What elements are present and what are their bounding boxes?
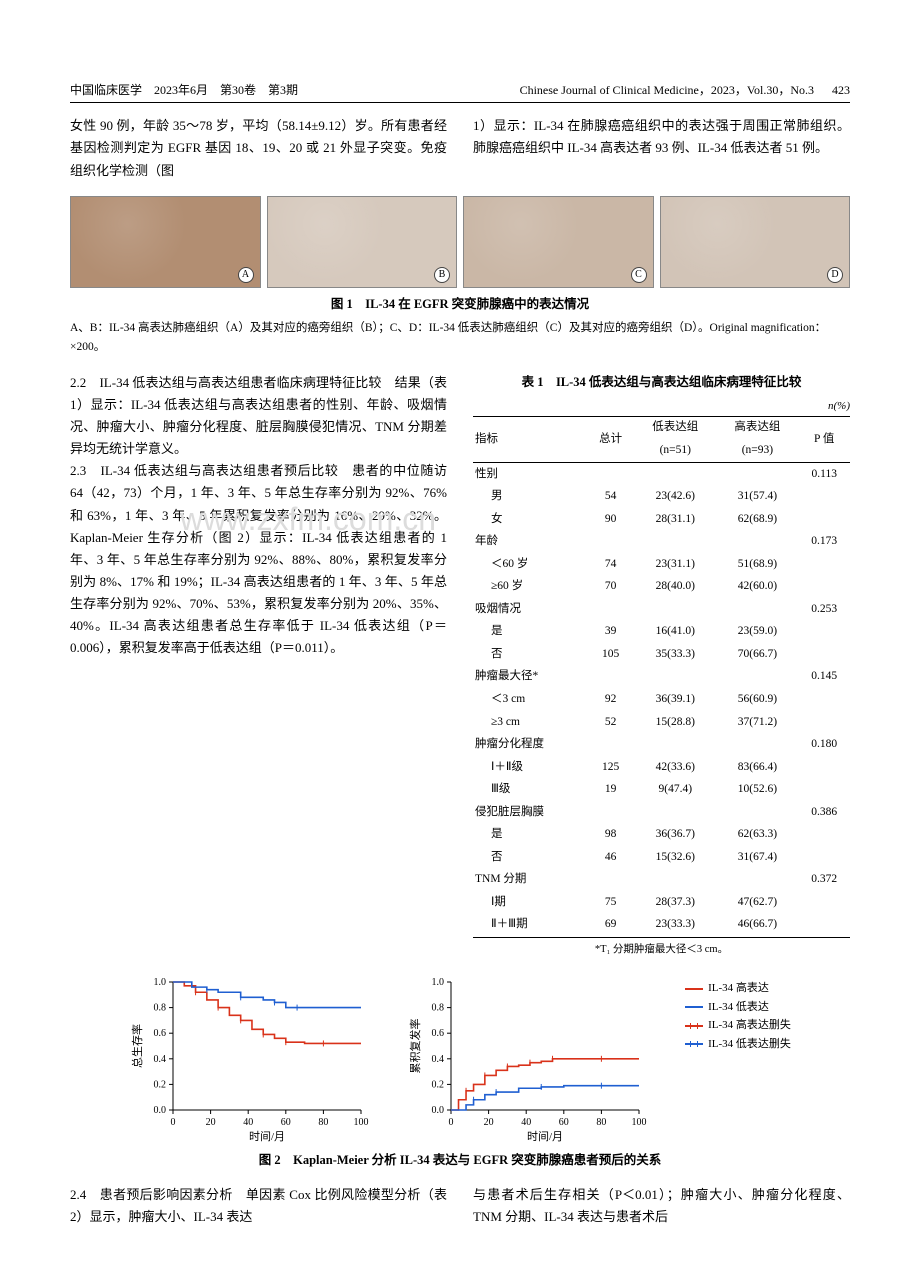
chart-rec-svg: 0.0 0.2 0.4 0.6 0.8 1.0 0 20 40 60 80 100 时间/月 累积复发率 <box>407 974 647 1144</box>
legend-swatch <box>685 1025 703 1027</box>
svg-text:总生存率: 总生存率 <box>130 1024 144 1068</box>
figure2-legend: IL-34 高表达 IL-34 低表达IL-34 高表达删失 IL-34 低表达删失 <box>685 974 791 1054</box>
svg-text:0.8: 0.8 <box>432 1003 445 1014</box>
svg-text:0.2: 0.2 <box>432 1080 445 1091</box>
tissue-image <box>71 197 260 287</box>
panel-label: D <box>827 267 843 283</box>
tissue-image <box>464 197 653 287</box>
sec24-right: 与患者术后生存相关（P＜0.01）；肿瘤大小、肿瘤分化程度、TNM 分期、IL-… <box>473 1184 850 1228</box>
svg-text:1.0: 1.0 <box>154 977 167 988</box>
intro-right: 1）显示：IL-34 在肺腺癌癌组织中的表达强于周围正常肺组织。肺腺癌癌组织中 … <box>473 115 850 159</box>
svg-text:1.0: 1.0 <box>432 977 445 988</box>
svg-text:60: 60 <box>559 1117 569 1128</box>
figure1-desc: A、B：IL-34 高表达肺癌组织（A）及其对应的癌旁组织（B）；C、D：IL-… <box>70 319 850 358</box>
legend-label: IL-34 低表达 <box>708 999 769 1016</box>
svg-text:100: 100 <box>632 1117 647 1128</box>
running-header: 中国临床医学 2023年6月 第30卷 第3期 Chinese Journal … <box>70 80 850 103</box>
sec22-head: 2.2 IL-34 低表达组与高表达组患者临床病理特征比较 <box>70 375 382 390</box>
svg-text:80: 80 <box>596 1117 606 1128</box>
sec23-body: 患者的中位随访 64（42，73）个月，1 年、3 年、5 年总生存率分别为 9… <box>70 463 447 655</box>
legend-swatch <box>685 988 703 990</box>
figure2-charts: 0.0 0.2 0.4 0.6 0.8 1.0 0 20 40 60 80 100 时间/月 总生存率 0… <box>70 974 850 1144</box>
intro-block: 女性 90 例，年龄 35～78 岁，平均（58.14±9.12）岁。所有患者经… <box>70 115 850 181</box>
tissue-image <box>268 197 457 287</box>
figure2-caption: 图 2 Kaplan-Meier 分析 IL-34 表达与 EGFR 突变肺腺癌… <box>70 1150 850 1171</box>
svg-text:0.0: 0.0 <box>154 1105 167 1116</box>
legend-swatch <box>685 1006 703 1008</box>
legend-label: IL-34 低表达删失 <box>708 1036 791 1053</box>
legend-label: IL-34 高表达删失 <box>708 1017 791 1034</box>
panel-label: A <box>238 267 254 283</box>
legend-label: IL-34 高表达 <box>708 980 769 997</box>
svg-text:0.6: 0.6 <box>154 1029 167 1040</box>
svg-text:20: 20 <box>206 1117 216 1128</box>
tissue-panel-D: D <box>660 196 851 288</box>
panel-label: B <box>434 267 450 283</box>
svg-text:0: 0 <box>171 1117 176 1128</box>
svg-text:40: 40 <box>521 1117 531 1128</box>
svg-text:时间/月: 时间/月 <box>527 1130 563 1143</box>
legend-item: IL-34 高表达删失 <box>685 1017 791 1034</box>
legend-item: IL-34 低表达 <box>685 999 791 1016</box>
chart-os: 0.0 0.2 0.4 0.6 0.8 1.0 0 20 40 60 80 100 时间/月 总生存率 <box>129 974 389 1144</box>
table1-unit: n(%) <box>473 397 850 416</box>
svg-text:100: 100 <box>354 1117 369 1128</box>
header-left: 中国临床医学 2023年6月 第30卷 第3期 <box>70 80 298 100</box>
chart-os-svg: 0.0 0.2 0.4 0.6 0.8 1.0 0 20 40 60 80 100 时间/月 总生存率 <box>129 974 369 1144</box>
legend-swatch <box>685 1043 703 1045</box>
legend-item: IL-34 低表达删失 <box>685 1036 791 1053</box>
header-right: Chinese Journal of Clinical Medicine，202… <box>520 80 850 100</box>
intro-left: 女性 90 例，年龄 35～78 岁，平均（58.14±9.12）岁。所有患者经… <box>70 115 447 181</box>
svg-text:0.4: 0.4 <box>154 1054 167 1065</box>
figure1-caption: 图 1 IL-34 在 EGFR 突变肺腺癌中的表达情况 <box>70 294 850 315</box>
tissue-panel-C: C <box>463 196 654 288</box>
tissue-panel-B: B <box>267 196 458 288</box>
table1: 指标 总计 低表达组 高表达组 P 值 (n=51) (n=93) 性别0.11… <box>473 416 850 938</box>
svg-text:0: 0 <box>449 1117 454 1128</box>
svg-text:40: 40 <box>243 1117 253 1128</box>
left-column: 2.2 IL-34 低表达组与高表达组患者临床病理特征比较 结果（表 1）显示：… <box>70 372 447 958</box>
main-two-col: www.zxfm.com.cn 2.2 IL-34 低表达组与高表达组患者临床病… <box>70 372 850 958</box>
panel-label: C <box>631 267 647 283</box>
figure1-panels: A B C D <box>70 196 850 288</box>
sec24-head: 2.4 患者预后影响因素分析 <box>70 1187 233 1202</box>
sec23-head: 2.3 IL-34 低表达组与高表达组患者预后比较 <box>70 463 339 478</box>
svg-text:0.6: 0.6 <box>432 1029 445 1040</box>
table1-note: *T₁ 分期肿瘤最大径＜3 cm。 <box>473 941 850 959</box>
sec24-block: 2.4 患者预后影响因素分析 单因素 Cox 比例风险模型分析（表 2）显示，肿… <box>70 1184 850 1228</box>
svg-text:20: 20 <box>484 1117 494 1128</box>
svg-text:0.0: 0.0 <box>432 1105 445 1116</box>
chart-rec: 0.0 0.2 0.4 0.6 0.8 1.0 0 20 40 60 80 100 时间/月 累积复发率 <box>407 974 667 1144</box>
svg-text:0.8: 0.8 <box>154 1003 167 1014</box>
tissue-image <box>661 197 850 287</box>
legend-item: IL-34 高表达 <box>685 980 791 997</box>
svg-text:累积复发率: 累积复发率 <box>408 1019 422 1074</box>
tissue-panel-A: A <box>70 196 261 288</box>
svg-text:0.4: 0.4 <box>432 1054 445 1065</box>
svg-text:0.2: 0.2 <box>154 1080 167 1091</box>
table1-title: 表 1 IL-34 低表达组与高表达组临床病理特征比较 <box>473 372 850 393</box>
svg-text:时间/月: 时间/月 <box>249 1130 285 1143</box>
svg-text:60: 60 <box>281 1117 291 1128</box>
svg-text:80: 80 <box>318 1117 328 1128</box>
right-column: 表 1 IL-34 低表达组与高表达组临床病理特征比较 n(%) 指标 总计 低… <box>473 372 850 958</box>
